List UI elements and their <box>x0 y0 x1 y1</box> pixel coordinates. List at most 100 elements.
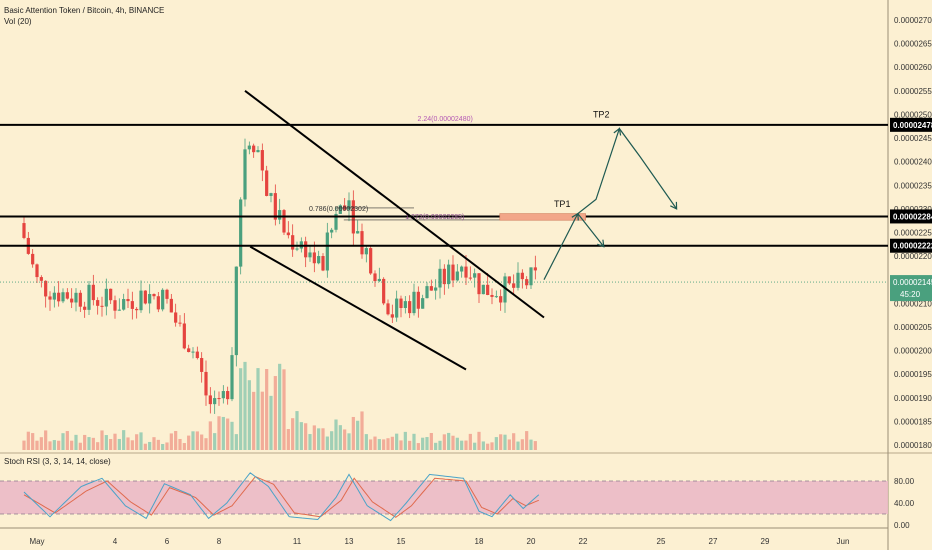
volume-bar <box>533 441 537 450</box>
candle-body <box>408 301 412 314</box>
candle-body <box>109 288 113 301</box>
rsi-band <box>0 481 888 514</box>
volume-bar <box>347 433 351 450</box>
volume-bar <box>70 440 74 450</box>
candle-body <box>481 284 485 295</box>
volume-bar <box>208 421 212 450</box>
volume-bar <box>243 361 247 450</box>
volume-bar <box>256 368 260 450</box>
volume-bar <box>161 443 165 450</box>
volume-bar <box>473 442 477 450</box>
candle-body <box>434 287 438 291</box>
candle-body <box>104 288 108 307</box>
volume-bar <box>204 438 208 450</box>
candle-body <box>252 145 256 153</box>
volume-bar <box>152 437 156 450</box>
candle-body <box>269 193 273 196</box>
candle-body <box>356 231 360 234</box>
volume-bar <box>304 423 308 450</box>
candle-body <box>473 273 477 278</box>
volume-bars <box>22 361 537 450</box>
candle-body <box>499 296 503 303</box>
candle-body <box>91 284 95 301</box>
candle-body <box>226 391 230 400</box>
volume-bar <box>395 433 399 450</box>
volume-bar <box>382 439 386 450</box>
candle-body <box>52 292 56 300</box>
candle-body <box>174 312 178 323</box>
candle-body <box>468 277 472 279</box>
candle-body <box>520 272 524 280</box>
candle-body <box>156 296 160 310</box>
candle-body <box>464 266 468 278</box>
candle-body <box>182 323 186 349</box>
candle-body <box>234 266 238 356</box>
candle-body <box>122 299 126 310</box>
candle-body <box>295 248 299 250</box>
volume-bar <box>269 395 273 450</box>
candle-body <box>239 199 243 267</box>
candle-body <box>438 268 442 288</box>
x-tick-label: 25 <box>657 537 666 546</box>
candle-body <box>308 252 312 258</box>
x-tick-label: 13 <box>345 537 354 546</box>
y-tick-label: 0.00002700 <box>894 16 932 25</box>
volume-bar <box>529 439 533 450</box>
volume-bar <box>87 437 91 450</box>
volume-bar <box>273 376 277 450</box>
volume-bar <box>507 439 511 450</box>
volume-bar <box>412 433 416 450</box>
volume-bar <box>325 436 329 450</box>
candle-body <box>425 286 429 299</box>
candle-body <box>161 289 165 310</box>
x-tick-label: 27 <box>709 537 718 546</box>
candle-body <box>403 301 407 309</box>
volume-bar <box>126 437 130 450</box>
candle-body <box>195 351 199 359</box>
volume-bar <box>169 433 173 450</box>
volume-bar <box>373 436 377 450</box>
volume-bar <box>447 432 451 450</box>
candle-body <box>533 267 537 271</box>
candle-body <box>377 278 381 282</box>
candle-body <box>273 193 277 220</box>
candle-body <box>200 358 204 372</box>
volume-bar <box>351 416 355 450</box>
volume-bar <box>213 433 217 450</box>
candle-body <box>44 280 48 297</box>
candle-body <box>486 284 490 295</box>
volume-bar <box>113 433 117 450</box>
volume-bar <box>122 430 126 450</box>
x-tick-label: 20 <box>527 537 536 546</box>
volume-title: Vol (20) <box>4 17 32 26</box>
candle-body <box>39 277 43 281</box>
candle-body <box>317 256 321 264</box>
rsi-d-line <box>23 475 539 518</box>
candle-body <box>312 252 316 264</box>
x-tick-label: 29 <box>761 537 770 546</box>
candle-body <box>152 294 156 297</box>
volume-bar <box>525 431 529 450</box>
target-zone <box>499 213 586 221</box>
volume-bar <box>195 431 199 450</box>
candle-body <box>507 276 511 284</box>
fib-label: 0.786(0.00002302) <box>309 206 368 213</box>
volume-bar <box>61 433 65 450</box>
candle-body <box>321 256 325 271</box>
candle-body <box>265 170 269 196</box>
volume-bar <box>451 435 455 450</box>
volume-bar <box>334 419 338 450</box>
volume-bar <box>174 430 178 450</box>
candle-body <box>96 300 100 306</box>
rsi-k-line <box>23 472 540 522</box>
wedge-upper-trendline <box>244 90 545 319</box>
candle-body <box>451 264 455 281</box>
